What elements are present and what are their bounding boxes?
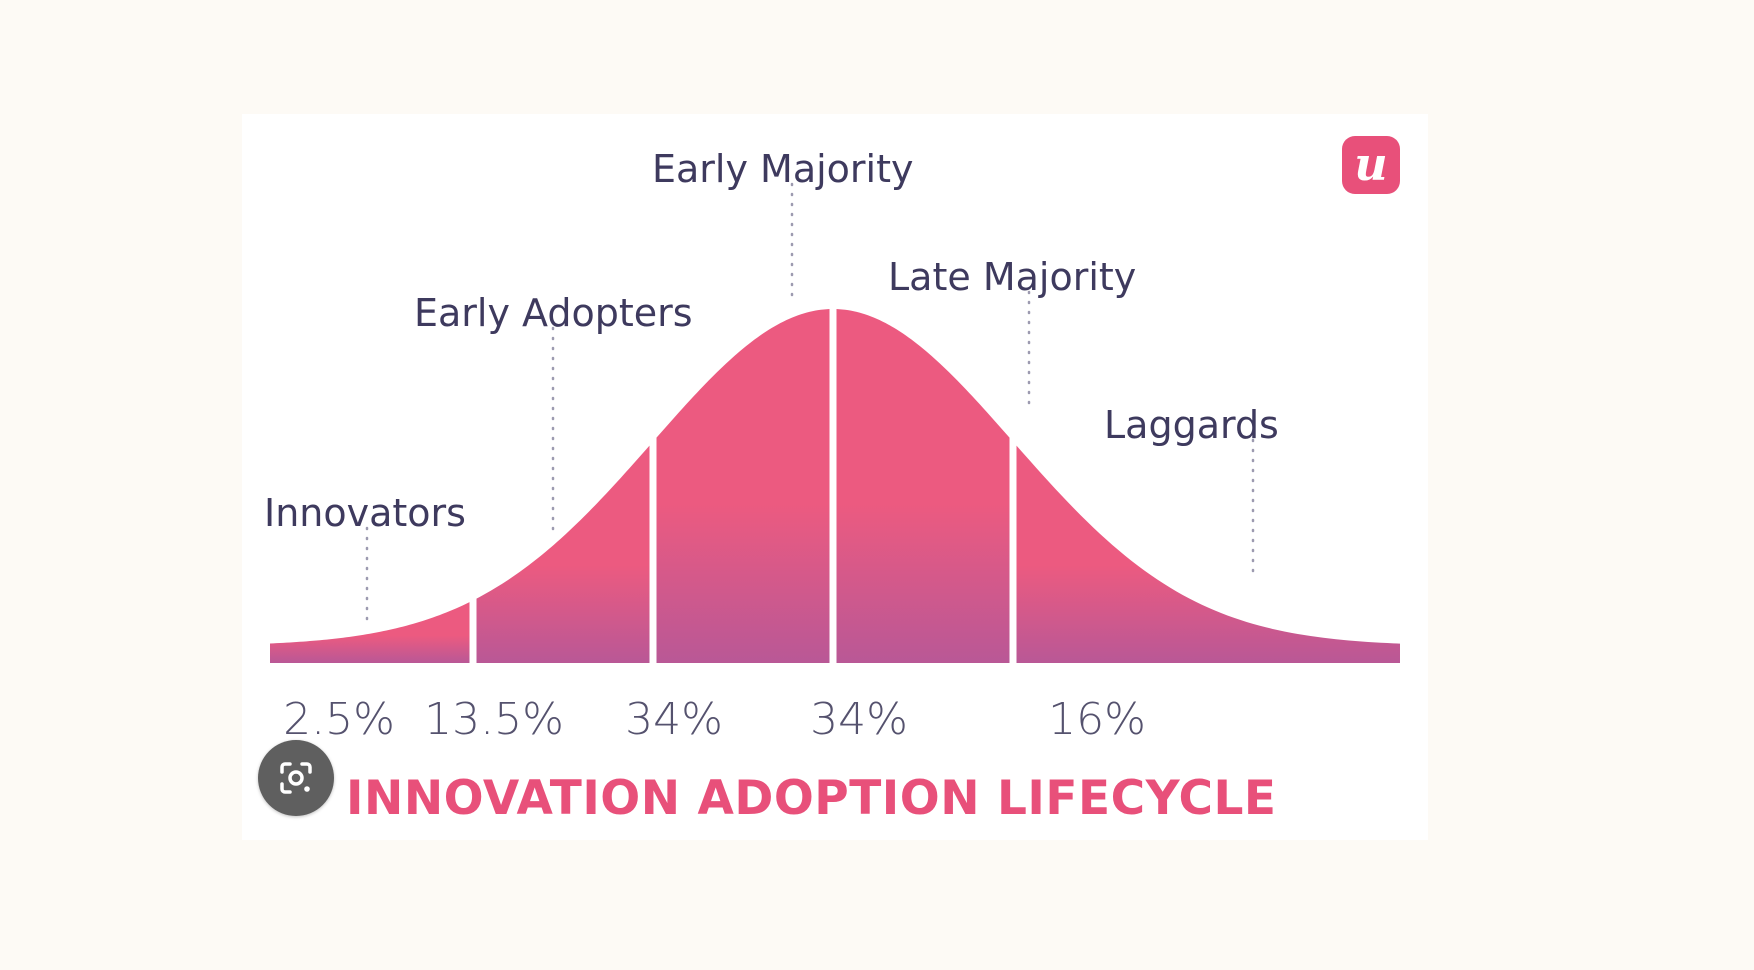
- percent-label-early-adopters: 13.5%: [424, 694, 564, 745]
- chart-title: INNOVATION ADOPTION LIFECYCLE: [346, 771, 1277, 826]
- segment-label-early-majority: Early Majority: [652, 147, 914, 191]
- brand-logo: u: [1342, 136, 1400, 194]
- segment-label-early-adopters: Early Adopters: [414, 291, 693, 335]
- curve-segment-early-adopters: [476, 445, 650, 663]
- percent-label-late-majority: 34%: [810, 694, 908, 745]
- segment-label-innovators: Innovators: [264, 491, 466, 535]
- curve-segment-innovators: [270, 602, 470, 663]
- lens-search-button[interactable]: [258, 740, 334, 816]
- segment-label-laggards: Laggards: [1104, 403, 1279, 447]
- segment-label-late-majority: Late Majority: [888, 255, 1136, 299]
- curve-segment-early-majority: [656, 309, 830, 663]
- google-lens-icon: [280, 762, 312, 794]
- curve-segment-laggards: [1016, 445, 1400, 663]
- brand-logo-letter: u: [1354, 137, 1387, 191]
- chart-card: Innovators Early Adopters Early Majority La…: [242, 114, 1428, 840]
- percent-label-laggards: 16%: [1048, 694, 1146, 745]
- adoption-curve-chart: Innovators Early Adopters Early Majority La…: [264, 136, 1400, 826]
- curve-segment-late-majority: [836, 309, 1010, 663]
- percent-label-early-majority: 34%: [625, 694, 723, 745]
- percent-label-innovators: 2.5%: [283, 694, 395, 745]
